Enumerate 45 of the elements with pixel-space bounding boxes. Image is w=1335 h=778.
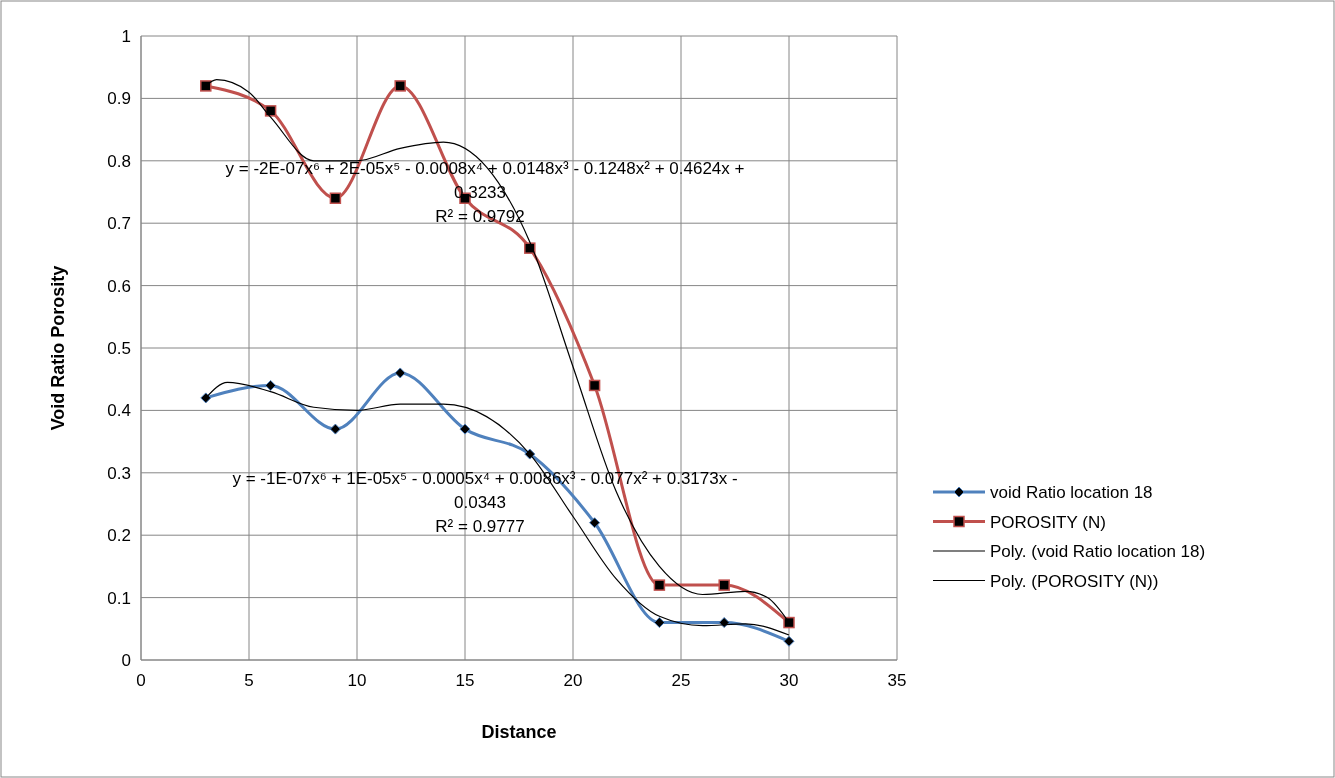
annotation: R² = 0.9777 [435,517,525,536]
x-tick-label: 25 [671,671,691,690]
y-tick-label: 0.9 [107,89,131,109]
y-tick-label: 1 [121,27,131,46]
x-tick-label: 15 [455,671,475,690]
y-tick-label: 0 [121,651,131,670]
y-tick-label: 0.4 [107,401,131,421]
point [589,517,601,529]
y-tick-label: 0.1 [107,588,131,608]
point [524,242,536,254]
legend-label: Poly. (void Ratio location 18) [990,542,1206,561]
point [329,423,341,435]
point [200,80,212,92]
legend-label: POROSITY (N) [990,512,1106,532]
y-tick-label: 0.8 [107,151,131,171]
y-tick-label: 0.2 [107,526,131,546]
point [524,448,536,460]
point [718,579,730,591]
point [394,367,406,379]
x-tick-label: 35 [887,671,907,690]
point [718,617,730,629]
point [653,579,666,591]
point [783,616,795,629]
point [588,379,601,392]
x-tick-label: 30 [779,671,799,690]
x-tick-label: 20 [563,671,583,690]
y-tick-label: 0.6 [107,276,131,296]
x-tick-label: 0 [136,671,146,690]
point [264,105,277,117]
point [329,192,342,204]
legend-label: void Ratio location 18 [990,483,1153,502]
point [200,392,212,404]
x-axis-title: Distance [481,722,557,742]
y-tick-label: 0.3 [107,463,131,483]
y-axis-title: Void Ratio Porosity [48,265,68,431]
x-tick-label: 5 [244,671,254,690]
point [265,379,277,391]
point [783,635,795,647]
point [394,80,406,92]
y-tick-label: 0.7 [107,214,131,234]
point [459,423,471,435]
point [653,617,665,629]
y-tick-label: 0.5 [107,339,131,358]
legend-label: Poly. (POROSITY (N)) [990,571,1159,591]
x-tick-label: 10 [347,671,367,690]
